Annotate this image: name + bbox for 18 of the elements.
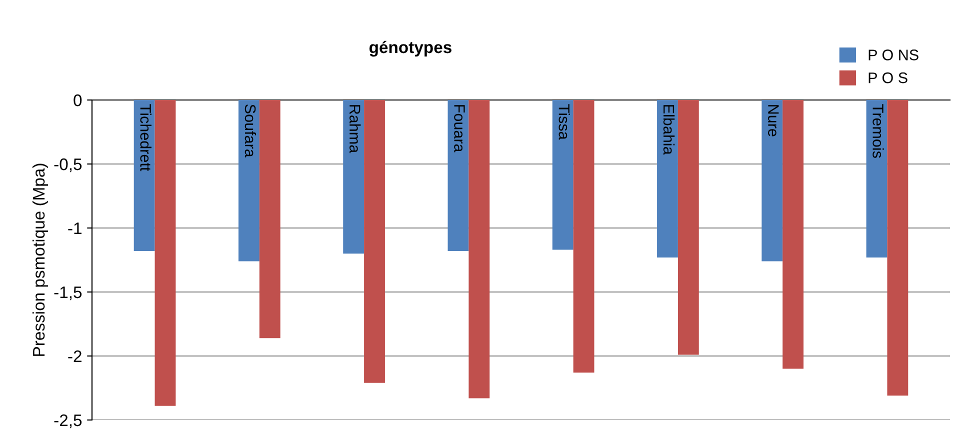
x-tick-label: Nure xyxy=(768,105,779,136)
x-tick-label: Rahma xyxy=(349,105,361,154)
chart-title: génotypes xyxy=(369,40,452,57)
x-tick-label: Tissa xyxy=(558,104,570,140)
x-tick-label: Soufara xyxy=(244,104,256,158)
y-tick-label: -1,5 xyxy=(54,286,82,300)
y-tick-label: -1 xyxy=(68,222,82,234)
legend-label: P O S xyxy=(868,72,908,84)
y-tick-label: -0,5 xyxy=(54,158,82,172)
x-tick-label: Tremois xyxy=(872,104,884,158)
legend-label: P O NS xyxy=(868,50,918,60)
y-tick-label: -2 xyxy=(68,350,82,362)
x-tick-label: Tichedrett xyxy=(140,104,152,172)
y-axis-title: Pression psmotique (Mpa) xyxy=(32,164,48,356)
x-tick-label: Elbahia xyxy=(663,105,675,155)
y-tick-label: 0 xyxy=(74,94,82,106)
y-tick-label: -2,5 xyxy=(54,414,82,428)
x-tick-label: Fouara xyxy=(454,105,465,152)
